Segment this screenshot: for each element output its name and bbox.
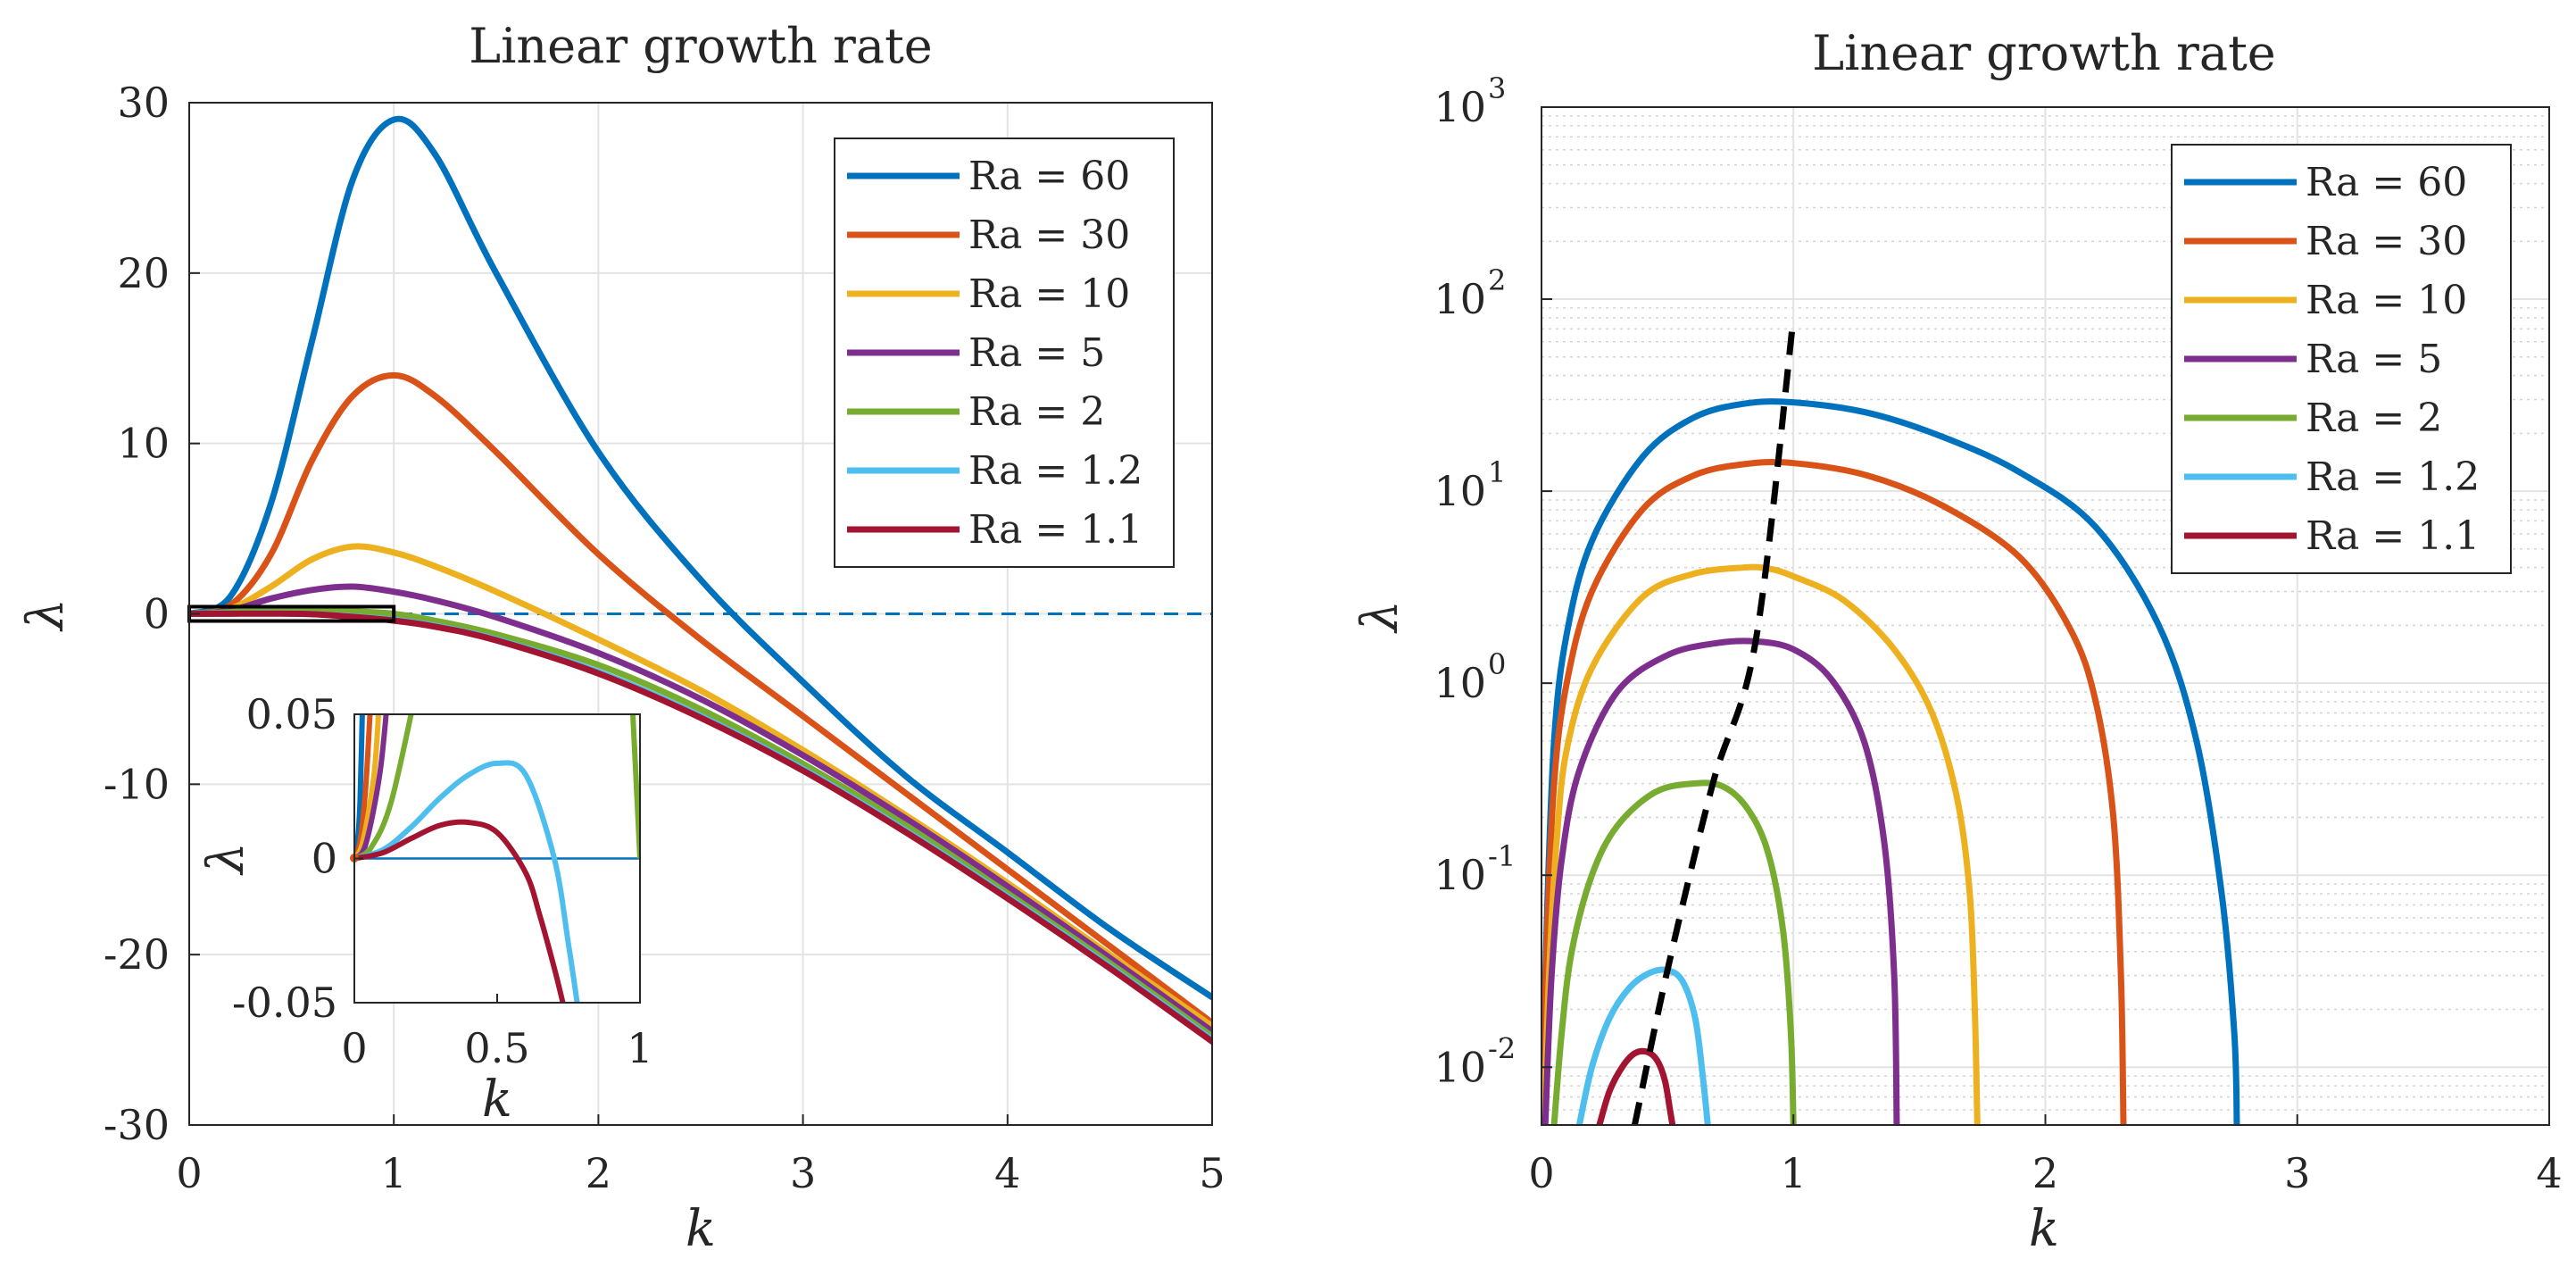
- right-ytick-exponent: -2: [1488, 1031, 1516, 1065]
- left-xlabel: k: [686, 1200, 716, 1258]
- left-ytick-label: -20: [104, 930, 170, 979]
- left-ytick-label: 0: [144, 590, 170, 638]
- inset-ytick-label: -0.05: [232, 979, 337, 1027]
- left-legend-label-ra-5: Ra = 5: [968, 330, 1105, 376]
- left-ytick-label: -10: [104, 760, 170, 808]
- right-legend-label-ra-1-1: Ra = 1.1: [2306, 513, 2480, 559]
- inset-xtick-label: 0.5: [464, 1024, 529, 1072]
- right-trend-line: [1632, 317, 1797, 1125]
- right-ytick-label: 10: [1433, 275, 1486, 323]
- right-xtick-label: 0: [1528, 1149, 1554, 1197]
- left-legend-label-ra-1-1: Ra = 1.1: [968, 507, 1143, 553]
- inset-ytick-label: 0.05: [246, 690, 337, 738]
- left-legend-label-ra-10: Ra = 10: [968, 271, 1130, 317]
- left-legend-label-ra-1-2: Ra = 1.2: [968, 448, 1143, 494]
- right-legend-label-ra-30: Ra = 30: [2306, 219, 2467, 264]
- left-legend: Ra = 60 Ra = 30 Ra = 10 Ra = 5 Ra = 2 Ra = 1.…: [834, 138, 1175, 568]
- inset-xtick-label: 1: [627, 1024, 652, 1072]
- right-ytick-exponent: 1: [1488, 455, 1506, 489]
- right-legend: Ra = 60 Ra = 30 Ra = 10 Ra = 5 Ra = 2 Ra = 1.…: [2171, 144, 2512, 574]
- right-xtick-label: 3: [2284, 1149, 2310, 1197]
- right-ytick-exponent: 3: [1488, 71, 1506, 105]
- right-xtick-label: 2: [2032, 1149, 2058, 1197]
- right-ylabel: λ: [1351, 600, 1409, 634]
- left-ytick-label: 30: [117, 79, 170, 127]
- right-legend-label-ra-5: Ra = 5: [2306, 337, 2442, 382]
- right-ytick-label: 10: [1433, 659, 1486, 707]
- right-legend-label-ra-1-2: Ra = 1.2: [2306, 454, 2480, 500]
- inset-series-line-ra-1-1: [354, 819, 566, 1003]
- right-ytick-label: 10: [1433, 467, 1486, 515]
- right-ytick-label: 10: [1433, 83, 1486, 131]
- inset-xtick-label: 0: [341, 1024, 367, 1072]
- right-series-line-ra-2: [1550, 779, 1797, 1125]
- left-xtick-label: 0: [176, 1149, 202, 1197]
- right-series-line-ra-5: [1541, 638, 1900, 1125]
- right-legend-label-ra-2: Ra = 2: [2306, 396, 2442, 441]
- series-line-ra-5: [189, 583, 1212, 1035]
- right-ytick-label: 10: [1433, 1043, 1486, 1091]
- left-xtick-label: 2: [586, 1149, 611, 1197]
- left-legend-label-ra-30: Ra = 30: [968, 212, 1130, 258]
- left-xtick-label: 1: [381, 1149, 407, 1197]
- left-ytick-label: 10: [117, 420, 170, 468]
- inset-ytick-label: 0: [312, 835, 337, 883]
- max-growth-trend-line: [1632, 317, 1797, 1125]
- right-series-line-ra-1-1: [1596, 1047, 1676, 1125]
- left-ylabel: λ: [17, 598, 75, 632]
- right-xlabel: k: [2029, 1200, 2059, 1258]
- left-legend-label-ra-60: Ra = 60: [968, 154, 1130, 199]
- right-legend-label-ra-60: Ra = 60: [2306, 160, 2467, 205]
- right-ytick-exponent: 2: [1488, 263, 1506, 297]
- right-xtick-label: 1: [1781, 1149, 1807, 1197]
- left-xtick-label: 5: [1199, 1149, 1225, 1197]
- series-line-ra-30: [189, 371, 1212, 1026]
- right-title: Linear growth rate: [1812, 25, 2275, 81]
- left-xtick-label: 4: [994, 1149, 1020, 1197]
- inset-series-line-ra-2-tail: [629, 714, 640, 859]
- left-legend-label-ra-2: Ra = 2: [968, 389, 1105, 435]
- left-ytick-label: -30: [104, 1101, 170, 1149]
- right-series-line-ra-60: [1541, 398, 2240, 1125]
- inset-xlabel: k: [482, 1071, 512, 1129]
- left-ytick-label: 20: [117, 249, 170, 297]
- right-legend-label-ra-10: Ra = 10: [2306, 278, 2467, 323]
- left-series: [189, 115, 1212, 1045]
- right-ytick-exponent: -1: [1488, 839, 1516, 873]
- inset-series: [354, 714, 640, 1003]
- left-title: Linear growth rate: [469, 18, 932, 74]
- series-line-ra-60: [189, 115, 1212, 1001]
- right-xtick-label: 4: [2536, 1149, 2562, 1197]
- right-series-line-ra-1-2: [1575, 966, 1711, 1125]
- left-xtick-label: 3: [790, 1149, 816, 1197]
- inset-series-line-ra-1-2: [354, 760, 580, 1003]
- series-line-ra-1-1: [189, 610, 1212, 1045]
- inset-ylabel: λ: [197, 842, 255, 876]
- right-ytick-label: 10: [1433, 851, 1486, 899]
- right-ytick-exponent: 0: [1488, 647, 1506, 681]
- right-series-line-ra-30: [1541, 459, 2127, 1125]
